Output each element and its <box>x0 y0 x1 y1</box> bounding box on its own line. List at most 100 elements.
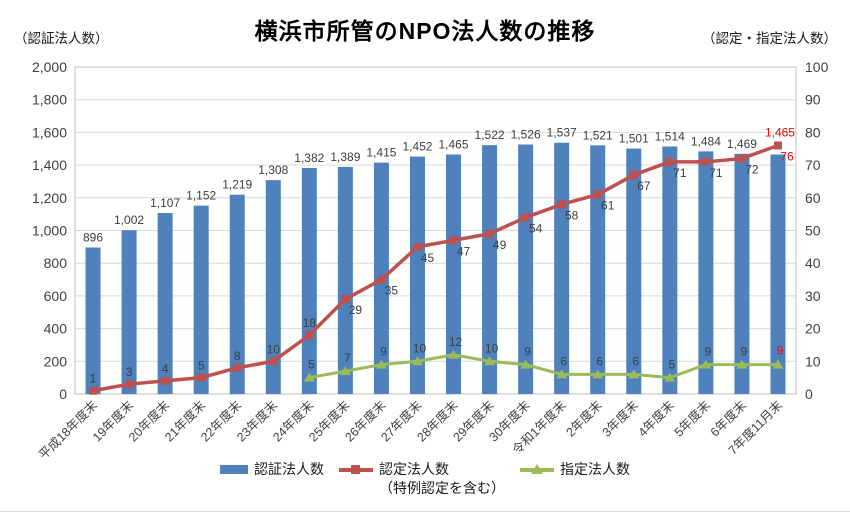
designated-marker <box>700 359 712 369</box>
plot-border <box>74 66 797 395</box>
designated-marker <box>448 349 460 359</box>
accredited-marker <box>341 295 350 304</box>
designated-value-label: 10 <box>485 341 499 355</box>
legend-label-accredited-note: （特例認定を含む） <box>379 480 505 496</box>
left-axis-tick-label: 400 <box>44 321 68 337</box>
bar-value-label: 1,465 <box>439 137 469 151</box>
bar-certified <box>518 144 534 394</box>
left-axis-tick-label: 1,000 <box>32 223 67 239</box>
accredited-value-label: 76 <box>780 149 794 163</box>
bar-value-label: 1,152 <box>186 189 216 203</box>
designated-value-label: 10 <box>413 341 427 355</box>
accredited-marker <box>89 386 98 395</box>
accredited-marker <box>305 331 314 340</box>
designated-value-label: 9 <box>524 345 531 359</box>
bar-value-label: 1,522 <box>475 128 505 142</box>
bar-certified <box>265 180 281 394</box>
designated-marker <box>556 369 568 379</box>
accredited-marker <box>737 154 746 163</box>
bar-value-label: 1,521 <box>583 128 613 142</box>
designated-value-label: 9 <box>741 345 748 359</box>
legend-item-designated: 指定法人数 <box>520 460 630 479</box>
accredited-marker <box>773 141 782 150</box>
accredited-value-label: 10 <box>267 342 281 356</box>
legend-item-accredited: 認定法人数 （特例認定を含む） <box>339 460 505 498</box>
bar-value-label: 1,469 <box>727 137 757 151</box>
accredited-value-label: 47 <box>457 244 471 258</box>
accredited-marker <box>161 376 170 385</box>
x-axis-label: 2年度末 <box>563 397 605 439</box>
accredited-marker <box>701 157 710 166</box>
accredited-value-label: 72 <box>745 163 759 177</box>
right-axis-tick-label: 20 <box>805 321 821 337</box>
accredited-value-label: 58 <box>565 208 579 222</box>
accredited-marker <box>413 242 422 251</box>
left-axis-tick-label: 2,000 <box>32 59 67 75</box>
designated-value-label: 6 <box>596 354 603 368</box>
accredited-value-label: 61 <box>601 199 615 213</box>
chart-title: 横浜市所管のNPO法人数の推移 <box>254 18 596 44</box>
bar-certified <box>626 148 642 394</box>
bar-value-label: 896 <box>83 231 103 245</box>
bar-value-label: 1,537 <box>547 126 577 140</box>
bar-certified <box>770 154 786 394</box>
accredited-marker <box>629 170 638 179</box>
accredited-marker <box>665 157 674 166</box>
bar-value-label: 1,514 <box>655 129 685 143</box>
accredited-value-label: 18 <box>303 316 317 330</box>
accredited-value-label: 71 <box>673 166 687 180</box>
bar-certified <box>121 230 137 394</box>
designated-value-label: 6 <box>632 354 639 368</box>
designated-value-label: 5 <box>308 358 315 372</box>
bottom-divider <box>0 511 850 512</box>
bar-certified <box>409 156 425 394</box>
designated-marker <box>772 359 784 369</box>
right-axis-unit-label: （認定・指定法人数） <box>702 31 837 46</box>
bar-value-label: 1,219 <box>222 178 252 192</box>
designated-value-label: 7 <box>344 351 351 365</box>
right-axis-tick-label: 10 <box>805 353 821 369</box>
bar-value-label: 1,107 <box>150 196 180 210</box>
designated-marker <box>664 372 676 382</box>
designated-value-label: 9 <box>705 345 712 359</box>
accredited-marker <box>485 229 494 238</box>
accredited-value-label: 54 <box>529 221 543 235</box>
right-axis-tick-label: 40 <box>805 255 821 271</box>
bar-value-label: 1,002 <box>114 213 144 227</box>
left-axis-tick-label: 200 <box>44 353 68 369</box>
bar-certified <box>337 166 353 394</box>
bar-value-label: 1,415 <box>366 146 396 160</box>
legend-label-designated: 指定法人数 <box>560 461 630 477</box>
accredited-marker <box>377 275 386 284</box>
left-axis-tick-label: 1,200 <box>32 190 67 206</box>
designated-marker <box>520 359 532 369</box>
bar-certified <box>734 153 750 394</box>
accredited-marker <box>449 236 458 245</box>
designated-marker <box>411 356 423 366</box>
right-axis-tick-label: 100 <box>805 59 829 75</box>
x-axis-label: 5年度末 <box>671 397 713 439</box>
red-line-square-marker-icon <box>339 460 373 479</box>
accredited-value-label: 1 <box>90 372 97 386</box>
bar-certified <box>229 194 245 394</box>
bar-value-label: 1,526 <box>511 127 541 141</box>
designated-value-label: 9 <box>380 345 387 359</box>
accredited-value-label: 29 <box>349 303 363 317</box>
bar-value-label: 1,308 <box>258 163 288 177</box>
left-axis-unit-label: （認証法人数） <box>14 31 109 46</box>
right-axis-tick-label: 90 <box>805 92 821 108</box>
right-axis-tick-label: 80 <box>805 124 821 140</box>
bar-certified <box>85 247 101 394</box>
bar-certified <box>482 145 498 394</box>
accredited-value-label: 45 <box>421 251 435 265</box>
legend-label-accredited: 認定法人数 <box>379 461 449 477</box>
accredited-value-label: 8 <box>234 349 241 363</box>
bar-value-label: 1,501 <box>619 132 649 146</box>
green-line-triangle-marker-icon <box>520 460 554 479</box>
accredited-value-label: 71 <box>709 166 723 180</box>
blue-bar-swatch-icon <box>220 465 248 474</box>
x-axis-label: 4年度末 <box>635 397 677 439</box>
accredited-marker <box>593 190 602 199</box>
designated-marker <box>484 356 496 366</box>
